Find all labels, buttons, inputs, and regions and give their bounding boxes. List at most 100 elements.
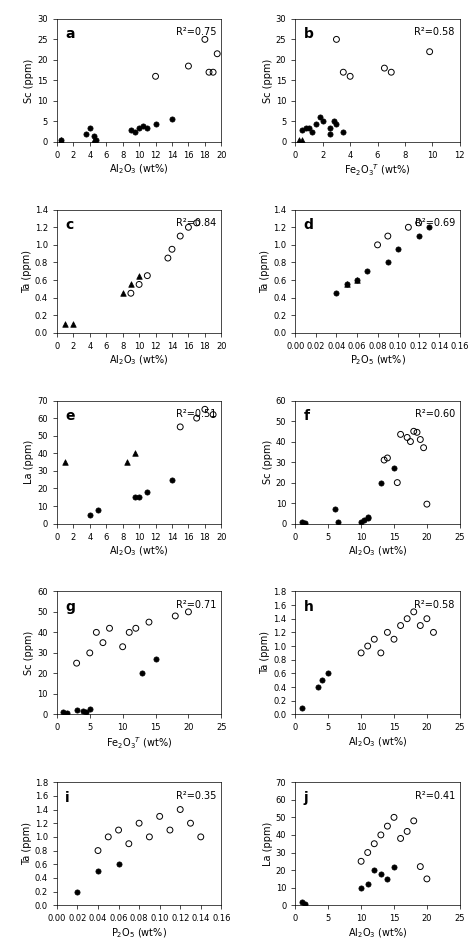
Point — [377, 827, 384, 842]
X-axis label: Fe$_2$O$_3$$^T$ (wt%): Fe$_2$O$_3$$^T$ (wt%) — [106, 736, 172, 751]
Point — [166, 822, 174, 837]
Point — [407, 434, 414, 449]
Point — [384, 228, 392, 243]
Point — [417, 859, 424, 874]
Point — [301, 515, 309, 530]
Point — [168, 112, 176, 127]
Point — [63, 706, 71, 721]
Point — [324, 666, 332, 681]
Point — [201, 402, 209, 417]
Y-axis label: Ta (ppm): Ta (ppm) — [260, 250, 270, 292]
Point — [403, 611, 411, 626]
Point — [61, 317, 69, 332]
Point — [426, 44, 433, 59]
Point — [138, 666, 146, 681]
Point — [213, 46, 221, 61]
Point — [210, 65, 217, 80]
Point — [333, 286, 340, 301]
Point — [390, 810, 398, 825]
Point — [123, 455, 130, 470]
Point — [94, 864, 102, 879]
Text: a: a — [65, 27, 74, 41]
Point — [70, 317, 77, 332]
Point — [99, 635, 107, 650]
Point — [357, 645, 365, 660]
X-axis label: Al$_2$O$_3$ (wt%): Al$_2$O$_3$ (wt%) — [109, 163, 169, 176]
Point — [371, 632, 378, 647]
Point — [405, 220, 412, 235]
Point — [383, 625, 391, 640]
Point — [326, 120, 333, 135]
Text: R²=0.69: R²=0.69 — [415, 218, 455, 228]
Point — [415, 228, 422, 243]
Point — [381, 60, 388, 75]
Point — [357, 853, 365, 869]
Point — [132, 620, 140, 636]
Point — [383, 819, 391, 834]
Point — [104, 829, 112, 844]
Point — [403, 824, 411, 839]
Point — [185, 58, 192, 74]
Point — [210, 407, 217, 422]
Point — [205, 65, 213, 80]
Point — [135, 120, 143, 135]
Point — [57, 132, 65, 147]
Point — [397, 618, 404, 633]
Point — [135, 268, 143, 283]
Point — [361, 512, 368, 527]
Point — [127, 122, 135, 137]
Point — [364, 845, 372, 860]
Point — [393, 475, 401, 490]
Point — [357, 514, 365, 529]
Point — [139, 118, 147, 133]
Point — [187, 816, 194, 831]
Point — [339, 124, 347, 140]
Point — [387, 65, 395, 80]
Point — [353, 273, 361, 288]
Point — [353, 273, 361, 288]
Point — [185, 604, 192, 620]
Point — [57, 132, 65, 147]
Point — [417, 432, 424, 447]
Point — [377, 475, 384, 490]
Point — [80, 703, 87, 719]
Point — [92, 625, 100, 640]
Point — [119, 286, 127, 301]
X-axis label: P$_2$O$_5$ (wt%): P$_2$O$_5$ (wt%) — [350, 354, 406, 367]
X-axis label: Fe$_2$O$_3$$^T$ (wt%): Fe$_2$O$_3$$^T$ (wt%) — [345, 163, 410, 178]
Y-axis label: Ta (ppm): Ta (ppm) — [22, 250, 32, 292]
Point — [193, 410, 201, 425]
Point — [86, 702, 93, 717]
Point — [420, 440, 428, 455]
Point — [410, 423, 418, 438]
Point — [126, 625, 133, 640]
Point — [305, 120, 313, 135]
Point — [390, 632, 398, 647]
Point — [298, 700, 306, 715]
Point — [61, 455, 69, 470]
Point — [318, 672, 326, 687]
Point — [168, 472, 176, 488]
Point — [390, 461, 398, 476]
X-axis label: Al$_2$O$_3$ (wt%): Al$_2$O$_3$ (wt%) — [109, 544, 169, 558]
Point — [390, 859, 398, 874]
Point — [131, 446, 139, 461]
Point — [164, 251, 172, 266]
Point — [423, 611, 431, 626]
Point — [86, 507, 93, 522]
X-axis label: Al$_2$O$_3$ (wt%): Al$_2$O$_3$ (wt%) — [348, 736, 407, 749]
Point — [146, 829, 153, 844]
Point — [417, 618, 424, 633]
Point — [374, 238, 382, 253]
Point — [357, 880, 365, 895]
Point — [176, 420, 184, 435]
Text: j: j — [303, 791, 308, 804]
Point — [176, 228, 184, 243]
Point — [90, 128, 98, 143]
Point — [326, 126, 333, 141]
Point — [302, 120, 310, 135]
Point — [131, 124, 139, 140]
X-axis label: P$_2$O$_5$ (wt%): P$_2$O$_5$ (wt%) — [111, 926, 167, 939]
Point — [127, 286, 135, 301]
Point — [364, 264, 371, 279]
